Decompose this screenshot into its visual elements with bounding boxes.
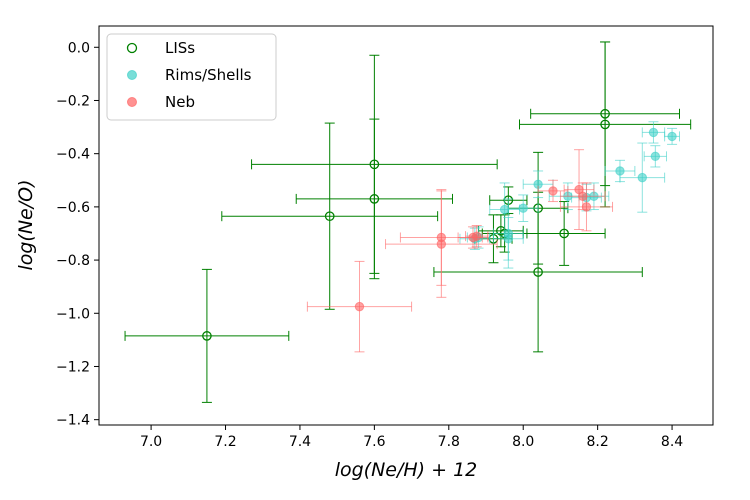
data-point <box>648 127 659 138</box>
x-tick-label: 7.2 <box>214 434 236 450</box>
legend-marker-liss <box>126 42 138 54</box>
data-point <box>499 204 510 215</box>
data-point <box>548 186 558 196</box>
data-point <box>354 301 365 312</box>
y-tick-label: −0.8 <box>56 253 90 269</box>
y-tick-label: 0.0 <box>68 40 90 56</box>
series-neb <box>306 149 614 353</box>
y-tick-label: −0.4 <box>56 147 90 163</box>
y-axis-label: log(Ne/O) <box>15 179 37 270</box>
x-tick-label: 7.6 <box>363 434 385 450</box>
data-point <box>369 194 380 204</box>
y-axis: 0.0 −0.2 −0.4 −0.6 −0.8 −1.0 −1.2 −1.4 <box>56 40 99 429</box>
legend-label-liss: LISs <box>165 39 195 57</box>
legend-box <box>106 33 277 121</box>
data-point <box>503 228 514 239</box>
data-point <box>472 231 482 241</box>
data-point <box>650 151 661 162</box>
legend-marker-neb <box>127 97 137 107</box>
data-point <box>533 267 543 277</box>
y-tick-label: −1.0 <box>56 306 90 322</box>
legend-marker-rims-shells <box>127 70 137 80</box>
y-tick-label: −1.4 <box>56 413 90 429</box>
data-point <box>581 202 592 212</box>
data-point <box>202 331 212 341</box>
legend-label-rims-shells: Rims/Shells <box>165 66 252 84</box>
data-point <box>637 172 647 183</box>
legend: LISs Rims/Shells Neb <box>106 33 277 121</box>
data-point <box>518 203 528 213</box>
data-point <box>559 228 570 239</box>
x-tick-label: 8.2 <box>587 434 609 450</box>
x-tick-label: 8.0 <box>512 434 534 450</box>
y-tick-label: −0.2 <box>56 93 90 109</box>
data-point <box>578 191 588 201</box>
x-tick-label: 8.4 <box>661 434 683 450</box>
x-tick-label: 7.4 <box>289 434 311 450</box>
x-axis-label: log(Ne/H) + 12 <box>335 459 478 481</box>
x-tick-label: 7.8 <box>438 434 460 450</box>
x-axis: 7.0 7.2 7.4 7.6 7.8 8.0 8.2 8.4 <box>140 425 683 450</box>
data-point <box>667 131 677 142</box>
data-point <box>436 232 447 243</box>
legend-label-neb: Neb <box>165 93 195 111</box>
plot-frame <box>98 25 714 426</box>
data-point <box>324 211 335 222</box>
y-tick-label: −0.6 <box>56 200 90 216</box>
y-tick-label: −1.2 <box>56 359 90 375</box>
x-tick-label: 7.0 <box>140 434 162 450</box>
data-point <box>600 119 610 130</box>
data-layer <box>124 41 692 403</box>
